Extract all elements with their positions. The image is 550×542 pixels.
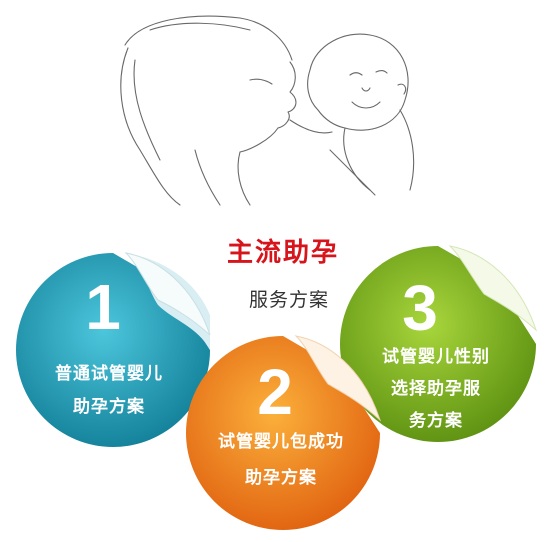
sticker-circle-orange-icon [186,335,382,530]
section-subtitle: 服务方案 [248,289,329,311]
plan-number-3: 3 [402,272,438,344]
plan-number-2: 2 [257,356,293,428]
plan-badge-3[interactable]: 3 试管婴儿性别 选择助孕服 务方案 [332,238,544,450]
plan-number-1: 1 [85,271,121,343]
plan-label-3c: 务方案 [409,411,463,431]
sticker-circle-green-icon [340,245,538,442]
plan-label-3a: 试管婴儿性别 [382,347,490,367]
plan-label-1b: 助孕方案 [73,397,145,417]
plan-badge-1[interactable]: 1 普通试管婴儿 助孕方案 [8,245,218,455]
plan-label-2b: 助孕方案 [245,468,317,488]
plan-label-2a: 试管婴儿包成功 [218,432,344,452]
section-title: 主流助孕 [226,238,339,268]
mother-baby-sketch-icon [120,15,415,206]
plan-label-3b: 选择助孕服 [391,379,481,399]
sticker-circle-blue-icon [16,252,211,447]
plan-label-1a: 普通试管婴儿 [55,364,163,384]
plan-badge-2[interactable]: 2 试管婴儿包成功 助孕方案 [180,330,386,536]
